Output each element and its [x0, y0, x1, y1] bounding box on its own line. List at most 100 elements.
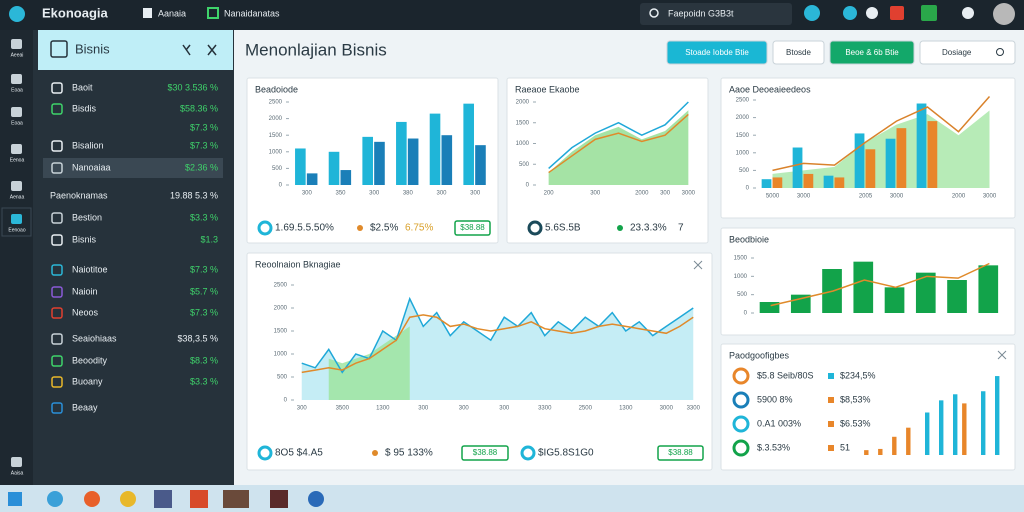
button[interactable] — [666, 40, 768, 65]
page-title: Menonlajian Bisnis — [245, 40, 387, 59]
taskbar-icon[interactable] — [47, 491, 63, 507]
x-tick-label: 2005 — [859, 194, 873, 200]
bar — [407, 138, 419, 185]
taskbar-icon[interactable] — [190, 490, 208, 508]
menu-item[interactable]: Nanaidanatas — [224, 8, 280, 18]
x-tick-label: 3000 — [682, 191, 696, 197]
button[interactable] — [919, 40, 1016, 65]
y-tick-label: 1500 — [269, 133, 283, 139]
y-tick-label: 2000 — [274, 306, 288, 312]
item-name[interactable]: Baoit — [72, 82, 93, 92]
item-name[interactable]: Naioin — [72, 286, 98, 296]
taskbar-icon[interactable] — [84, 491, 100, 507]
row-value: 51 — [840, 442, 850, 452]
item-icon — [51, 162, 63, 174]
icon[interactable] — [921, 5, 937, 21]
item-name[interactable]: Bisdis — [72, 103, 97, 113]
taskbar-icon[interactable] — [223, 490, 249, 508]
icon[interactable] — [843, 6, 857, 20]
menu-icon — [143, 8, 152, 18]
close-icon[interactable] — [207, 44, 217, 56]
bar — [834, 177, 845, 188]
footer-text: 6.75% — [405, 223, 433, 234]
line — [772, 95, 991, 172]
item-value: $7.3 % — [190, 122, 218, 132]
y-tick-label: 0 — [284, 398, 288, 404]
x-tick-label: 3500 — [336, 406, 350, 412]
y-tick-label: 1000 — [734, 274, 748, 280]
item-name[interactable]: Bisalion — [72, 140, 104, 150]
card-title: Beadoiode — [255, 84, 298, 94]
card-title: Reoolnaion Bknagiae — [255, 259, 341, 269]
close-icon[interactable] — [693, 260, 703, 270]
bar — [892, 436, 897, 455]
rail-icon[interactable] — [11, 107, 22, 117]
taskbar-icon[interactable] — [154, 490, 172, 508]
item-name[interactable]: Beoodity — [72, 355, 108, 365]
footer-text: $IG5.8S1G0 — [538, 448, 594, 459]
item-icon — [51, 82, 63, 94]
button[interactable] — [829, 40, 915, 65]
pin-icon[interactable] — [182, 44, 191, 56]
item-icon — [51, 333, 63, 345]
bar — [441, 135, 453, 185]
row-text: 5900 8% — [757, 394, 793, 404]
taskbar-icon[interactable] — [308, 491, 324, 507]
bar — [803, 173, 814, 188]
y-tick-label: 500 — [272, 166, 283, 172]
icon[interactable] — [866, 7, 878, 19]
item-name[interactable]: Beaay — [72, 402, 98, 412]
y-tick-label: 2500 — [269, 100, 283, 106]
icon[interactable] — [804, 5, 820, 21]
rail-icon[interactable] — [11, 39, 22, 49]
x-tick-label: 1300 — [376, 406, 390, 412]
taskbar-icon[interactable] — [120, 491, 136, 507]
badge[interactable] — [461, 445, 509, 461]
item-name[interactable]: Bestion — [72, 212, 102, 222]
rail-icon[interactable] — [11, 181, 22, 191]
search-box[interactable] — [640, 3, 792, 25]
taskbar-icon[interactable] — [270, 490, 288, 508]
badge[interactable] — [657, 445, 704, 461]
item-name[interactable]: Bisnis — [72, 234, 97, 244]
item-value: $3.3 % — [190, 212, 218, 222]
icon-rail — [0, 30, 33, 485]
bar — [878, 448, 883, 455]
y-tick-label: 1000 — [274, 352, 288, 358]
dot-icon — [357, 225, 363, 231]
rail-icon[interactable] — [11, 457, 22, 467]
item-name[interactable]: Paenoknamas — [50, 190, 108, 200]
close-icon[interactable] — [997, 350, 1007, 360]
rail-label: Aaisa — [11, 470, 24, 476]
area — [548, 110, 689, 185]
icon[interactable] — [890, 6, 904, 20]
bar — [953, 394, 958, 455]
item-name[interactable]: Neoos — [72, 307, 99, 317]
menu-item[interactable]: Aanaia — [158, 8, 186, 18]
badge[interactable] — [454, 220, 491, 236]
item-value: $7.3 % — [190, 140, 218, 150]
rail-icon[interactable] — [11, 214, 22, 224]
x-tick-label: 3000 — [660, 406, 674, 412]
rail-label: Eenoao — [8, 227, 25, 233]
item-name[interactable]: Seaiohiaas — [72, 333, 117, 343]
rail-label: Aenaa — [10, 194, 25, 200]
y-tick-label: 0 — [746, 186, 750, 192]
icon[interactable] — [962, 7, 974, 19]
item-value: $1.3 — [200, 234, 218, 244]
y-tick-label: 1500 — [734, 256, 748, 262]
row-square — [828, 445, 834, 451]
search-icon — [996, 48, 1004, 56]
start-button[interactable] — [8, 492, 22, 506]
item-name[interactable]: Buoany — [72, 376, 103, 386]
taskbar — [0, 485, 1024, 512]
item-name[interactable]: Naiotitoe — [72, 264, 108, 274]
item-name[interactable]: Nanoaiaa — [72, 162, 111, 172]
avatar[interactable] — [993, 3, 1015, 25]
bar — [475, 145, 486, 185]
button[interactable] — [772, 40, 825, 65]
rail-icon[interactable] — [11, 74, 22, 84]
rail-icon[interactable] — [11, 144, 22, 154]
row-ring — [732, 439, 750, 457]
